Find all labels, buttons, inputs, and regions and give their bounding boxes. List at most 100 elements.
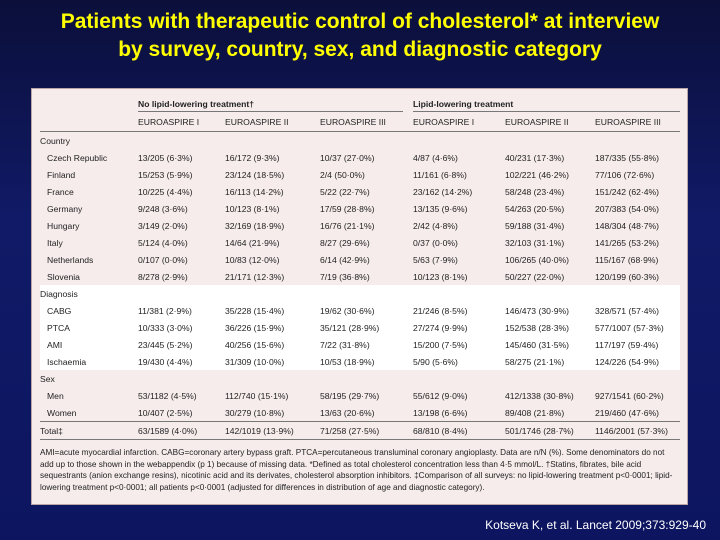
group-header-no-treatment: No lipid-lowering treatment† [138,99,255,109]
group-header-rule [138,111,403,112]
results-table: No lipid-lowering treatment† Lipid-lower… [40,93,680,440]
row-label: AMI [47,340,63,350]
table-cell: 13/198 (6·6%) [413,408,468,418]
table-cell: 17/59 (28·8%) [320,204,375,214]
table-cell: 21/246 (8·5%) [413,306,468,316]
table-cell: 117/197 (59·4%) [595,340,659,350]
row-label: Slovenia [47,272,80,282]
row-label: Czech Republic [47,153,108,163]
table-cell: 13/205 (6·3%) [138,153,193,163]
table-cell: 13/63 (20·6%) [320,408,375,418]
table-cell: 219/460 (47·6%) [595,408,660,418]
total-cell: 142/1019 (13·9%) [225,426,294,436]
table-cell: 5/90 (5·6%) [413,357,458,367]
table-cell: 146/473 (30·9%) [505,306,570,316]
table-cell: 10/407 (2·5%) [138,408,193,418]
citation: Kotseva K, et al. Lancet 2009;373:929-40 [485,518,706,532]
table-row: Women 10/407 (2·5%) 30/279 (10·8%) 13/63 (2… [40,404,680,421]
group-header-treatment: Lipid-lowering treatment [413,99,514,109]
table-cell: 145/460 (31·5%) [505,340,570,350]
column-header: EUROASPIRE III [595,117,661,127]
total-cell: 1146/2001 (57·3%) [595,426,668,436]
row-label: Hungary [47,221,80,231]
section-title: Sex [40,370,680,387]
table-cell: 58/248 (23·4%) [505,187,565,197]
column-header-row: EUROASPIRE I EUROASPIRE II EUROASPIRE III E… [40,113,680,132]
table-cell: 13/135 (9·6%) [413,204,468,214]
table-row: Netherlands 0/107 (0·0%) 10/83 (12·0%) 6/14… [40,251,680,268]
table-cell: 148/304 (48·7%) [595,221,660,231]
table-cell: 27/274 (9·9%) [413,323,468,333]
group-header-row: No lipid-lowering treatment† Lipid-lower… [40,93,680,113]
total-cell: 63/1589 (4·0%) [138,426,198,436]
row-label: Women [47,408,77,418]
table-cell: 77/106 (72·6%) [595,170,655,180]
section-title: Country [40,132,680,149]
table-cell: 14/64 (21·9%) [225,238,280,248]
row-label: Finland [47,170,76,180]
table-row: PTCA 10/333 (3·0%) 36/226 (15·9%) 35/121 (2… [40,319,680,336]
table-row: Finland 15/253 (5·9%) 23/124 (18·5%) 2/4 (5… [40,166,680,183]
table-cell: 10/83 (12·0%) [225,255,280,265]
table-cell: 10/333 (3·0%) [138,323,193,333]
total-label: Total‡ [40,426,63,436]
table-cell: 59/188 (31·4%) [505,221,565,231]
row-label: Netherlands [47,255,94,265]
table-cell: 16/76 (21·1%) [320,221,375,231]
table-cell: 8/27 (29·6%) [320,238,370,248]
table-cell: 2/42 (4·8%) [413,221,458,231]
table-cell: 5/22 (22·7%) [320,187,370,197]
table-cell: 10/225 (4·4%) [138,187,193,197]
table-cell: 2/4 (50·0%) [320,170,365,180]
table-cell: 328/571 (57·4%) [595,306,660,316]
table-cell: 32/169 (18·9%) [225,221,285,231]
row-label: Italy [47,238,63,248]
table-cell: 0/107 (0·0%) [138,255,188,265]
table-cell: 207/383 (54·0%) [595,204,660,214]
table-cell: 30/279 (10·8%) [225,408,285,418]
table-row: Czech Republic 13/205 (6·3%) 16/172 (9·3%)… [40,149,680,166]
column-header: EUROASPIRE III [320,117,386,127]
table-cell: 19/62 (30·6%) [320,306,375,316]
column-header: EUROASPIRE II [225,117,289,127]
table-cell: 15/200 (7·5%) [413,340,468,350]
table-cell: 10/123 (8·1%) [413,272,468,282]
slide-title: Patients with therapeutic control of cho… [0,8,720,64]
table-cell: 15/253 (5·9%) [138,170,193,180]
table-cell: 3/149 (2·0%) [138,221,188,231]
table-cell: 102/221 (46·2%) [505,170,570,180]
table-row: Men 53/1182 (4·5%) 112/740 (15·1%) 58/195 (… [40,387,680,404]
column-header: EUROASPIRE I [413,117,475,127]
table-cell: 7/19 (36·8%) [320,272,370,282]
total-cell: 68/810 (8·4%) [413,426,468,436]
row-label: CABG [47,306,72,316]
table-row: AMI 23/445 (5·2%) 40/256 (15·6%) 7/22 (31·8… [40,336,680,353]
total-cell: 501/1746 (28·7%) [505,426,574,436]
row-label: Germany [47,204,83,214]
table-cell: 58/275 (21·1%) [505,357,565,367]
table-cell: 8/278 (2·9%) [138,272,188,282]
table-cell: 11/381 (2·9%) [138,306,192,316]
table-cell: 40/256 (15·6%) [225,340,285,350]
table-cell: 23/162 (14·2%) [413,187,473,197]
table-cell: 21/171 (12·3%) [225,272,285,282]
table-cell: 11/161 (6·8%) [413,170,467,180]
table-cell: 115/167 (68·9%) [595,255,659,265]
results-table-panel: No lipid-lowering treatment† Lipid-lower… [31,88,688,505]
table-cell: 10/37 (27·0%) [320,153,375,163]
section-title: Diagnosis [40,285,680,302]
table-cell: 152/538 (28·3%) [505,323,570,333]
table-cell: 16/172 (9·3%) [225,153,280,163]
table-cell: 577/1007 (57·3%) [595,323,664,333]
table-cell: 0/37 (0·0%) [413,238,458,248]
table-body: Country Czech Republic 13/205 (6·3%) 16/172… [40,132,680,440]
table-cell: 19/430 (4·4%) [138,357,193,367]
table-cell: 9/248 (3·6%) [138,204,188,214]
table-row: Ischaemia 19/430 (4·4%) 31/309 (10·0%) 10/5… [40,353,680,370]
table-cell: 40/231 (17·3%) [505,153,565,163]
table-cell: 36/226 (15·9%) [225,323,285,333]
table-row: Slovenia 8/278 (2·9%) 21/171 (12·3%) 7/19 (… [40,268,680,285]
table-cell: 10/53 (18·9%) [320,357,375,367]
section-title-label: Country [40,136,71,146]
row-label: Ischaemia [47,357,87,367]
